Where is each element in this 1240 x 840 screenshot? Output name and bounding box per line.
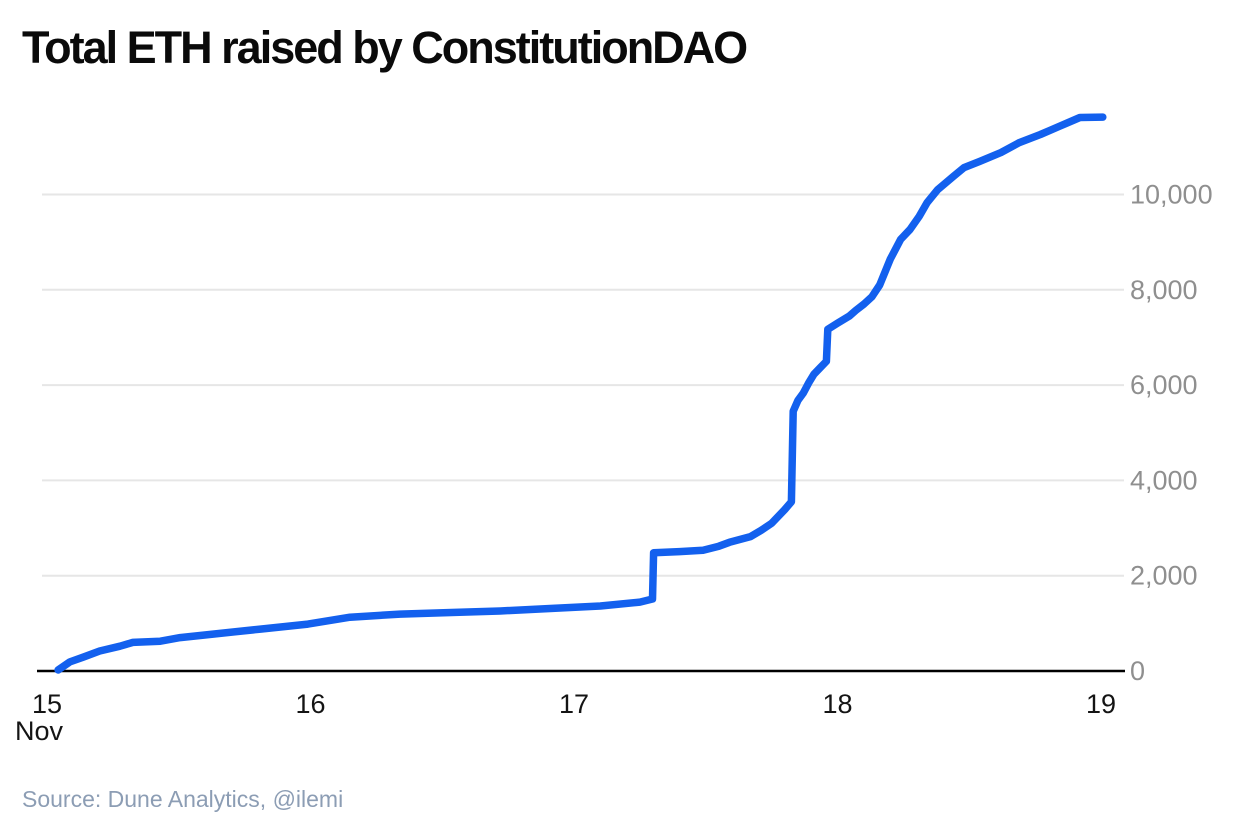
y-tick-label: 2,000: [1130, 561, 1198, 591]
x-axis-month-label: Nov: [15, 716, 64, 746]
x-tick-label: 17: [559, 689, 589, 719]
x-tick-label: 19: [1086, 689, 1116, 719]
source-caption: Source: Dune Analytics, @ilemi: [22, 786, 344, 812]
y-tick-label: 0: [1130, 656, 1145, 686]
y-tick-label: 10,000: [1130, 180, 1213, 210]
y-tick-label: 8,000: [1130, 275, 1198, 305]
x-tick-label: 15: [32, 689, 62, 719]
y-tick-label: 4,000: [1130, 465, 1198, 495]
chart-title: Total ETH raised by ConstitutionDAO: [22, 22, 748, 73]
eth-raised-line: [54, 113, 1107, 674]
x-tick-label: 18: [822, 689, 852, 719]
x-tick-label: 16: [295, 689, 325, 719]
y-tick-label: 6,000: [1130, 370, 1198, 400]
